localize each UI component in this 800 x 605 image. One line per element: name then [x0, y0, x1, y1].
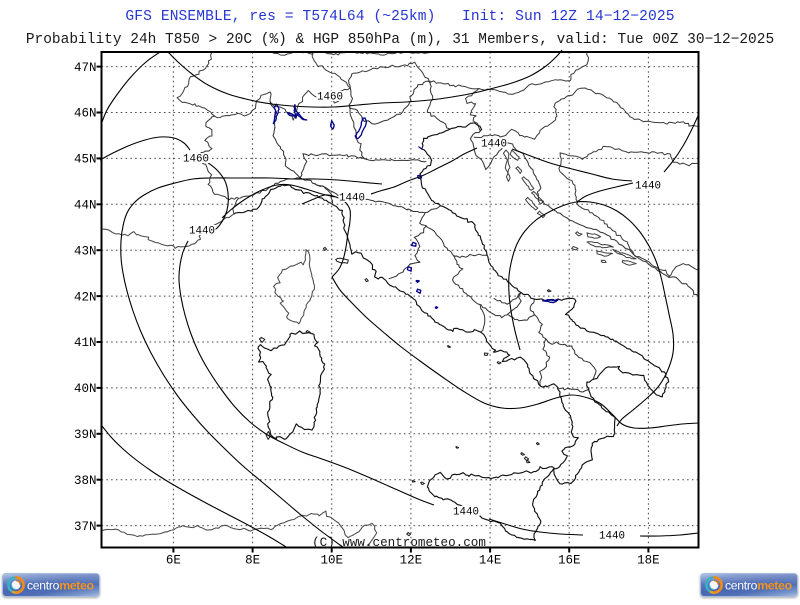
- svg-text:meteo: meteo: [757, 578, 792, 592]
- svg-text:38N: 38N: [74, 474, 97, 488]
- svg-text:42N: 42N: [74, 290, 97, 304]
- svg-text:1440: 1440: [635, 181, 661, 193]
- svg-text:1440: 1440: [453, 507, 479, 519]
- svg-text:1440: 1440: [339, 193, 365, 205]
- svg-text:37N: 37N: [74, 520, 97, 534]
- svg-text:12E: 12E: [400, 554, 423, 568]
- svg-text:1440: 1440: [599, 531, 625, 543]
- svg-text:1460: 1460: [183, 154, 209, 166]
- svg-text:16E: 16E: [558, 554, 581, 568]
- svg-text:44N: 44N: [74, 199, 97, 213]
- svg-text:6E: 6E: [166, 554, 181, 568]
- svg-text:centro: centro: [725, 578, 758, 592]
- svg-text:40N: 40N: [74, 382, 97, 396]
- svg-text:18E: 18E: [637, 554, 660, 568]
- svg-text:10E: 10E: [320, 554, 343, 568]
- svg-text:centro: centro: [27, 578, 60, 592]
- svg-text:45N: 45N: [74, 153, 97, 167]
- svg-text:1460: 1460: [317, 92, 343, 104]
- svg-text:39N: 39N: [74, 428, 97, 442]
- svg-text:1440: 1440: [189, 226, 215, 238]
- svg-text:(C) www.centrometeo.com: (C) www.centrometeo.com: [312, 536, 486, 550]
- svg-text:8E: 8E: [245, 554, 260, 568]
- svg-text:43N: 43N: [74, 244, 97, 258]
- svg-text:meteo: meteo: [59, 578, 94, 592]
- svg-text:41N: 41N: [74, 336, 97, 350]
- svg-text:46N: 46N: [74, 107, 97, 121]
- svg-text:1440: 1440: [481, 139, 507, 151]
- svg-text:14E: 14E: [479, 554, 502, 568]
- svg-text:47N: 47N: [74, 61, 97, 75]
